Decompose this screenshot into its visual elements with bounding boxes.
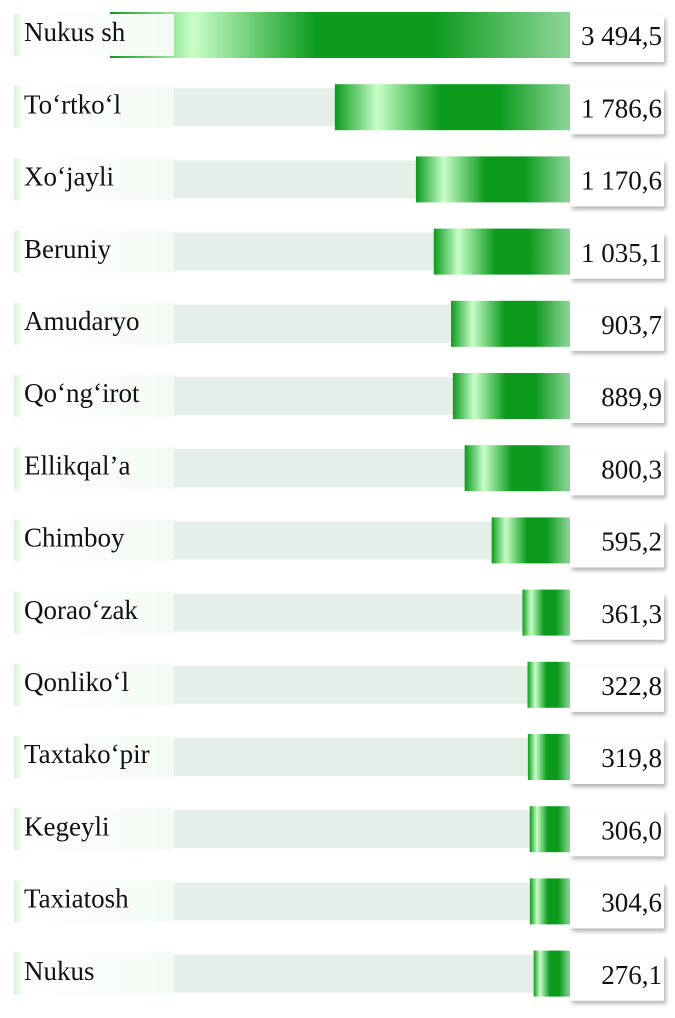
value-label: 3 494,5: [581, 21, 662, 51]
value-label: 889,9: [601, 382, 662, 412]
value-label: 1 786,6: [581, 93, 662, 123]
row-background: [100, 810, 570, 849]
category-label: Beruniy: [24, 234, 111, 264]
bar: [529, 806, 570, 853]
category-box: [14, 736, 174, 778]
value-box: [570, 377, 664, 423]
value-box: [570, 88, 664, 135]
category-label: Nukus sh: [24, 17, 126, 47]
value-box: [570, 449, 664, 496]
category-label: Nukus: [24, 956, 95, 986]
value-label: 361,3: [601, 599, 662, 629]
category-label: Taxtako‘pir: [24, 739, 150, 769]
category-box: [14, 591, 174, 634]
value-label: 319,8: [601, 743, 662, 773]
category-label: Qorao‘zak: [24, 595, 138, 625]
value-box: [570, 521, 664, 568]
category-box: [14, 230, 174, 273]
value-label: 276,1: [601, 960, 662, 990]
category-box: [14, 447, 174, 490]
bar: [433, 228, 570, 275]
bar: [491, 517, 570, 564]
value-box: [570, 954, 664, 1001]
value-label: 1 035,1: [581, 238, 662, 268]
bar: [451, 300, 570, 347]
bar: [334, 84, 570, 131]
bar: [522, 589, 570, 636]
category-label: Kegeyli: [24, 811, 109, 841]
category-box: [14, 302, 174, 345]
bar: [527, 661, 570, 708]
bar: [529, 878, 570, 925]
value-label: 800,3: [601, 454, 662, 484]
bar: [452, 373, 570, 419]
row-background: [100, 954, 570, 993]
category-box: [14, 952, 174, 995]
row-background: [100, 593, 570, 632]
value-box: [570, 882, 664, 929]
value-box: [570, 665, 664, 712]
value-box: [570, 232, 664, 279]
category-label: To‘rtko‘l: [24, 89, 121, 119]
category-box: [14, 808, 174, 851]
value-box: [570, 16, 664, 62]
category-box: [14, 375, 174, 417]
category-box: [14, 14, 174, 56]
category-box: [14, 158, 174, 201]
value-box: [570, 160, 664, 207]
value-label: 306,0: [601, 815, 662, 845]
value-box: [570, 738, 664, 784]
value-box: [570, 304, 664, 351]
row-background: [100, 665, 570, 704]
category-label: Taxiatosh: [24, 884, 129, 914]
category-label: Qonliko‘l: [24, 667, 129, 697]
category-label: Qo‘ng‘irot: [24, 378, 140, 408]
category-label: Xo‘jayli: [24, 162, 114, 192]
row-background: [100, 738, 570, 776]
category-box: [14, 663, 174, 706]
category-box: [14, 86, 174, 129]
bar: [533, 950, 570, 997]
value-box: [570, 593, 664, 640]
category-box: [14, 880, 174, 923]
value-label: 322,8: [601, 671, 662, 701]
value-box: [570, 810, 664, 857]
bar: [110, 12, 570, 58]
value-label: 304,6: [601, 888, 662, 918]
bar: [464, 445, 570, 492]
category-label: Amudaryo: [24, 306, 139, 336]
bar: [415, 156, 570, 203]
row-background: [100, 882, 570, 921]
value-label: 903,7: [601, 310, 662, 340]
category-label: Chimboy: [24, 523, 125, 553]
value-label: 595,2: [601, 527, 662, 557]
category-label: Ellikqal’a: [24, 450, 130, 480]
bar: [527, 734, 570, 780]
category-box: [14, 519, 174, 562]
value-label: 1 170,6: [581, 166, 662, 196]
